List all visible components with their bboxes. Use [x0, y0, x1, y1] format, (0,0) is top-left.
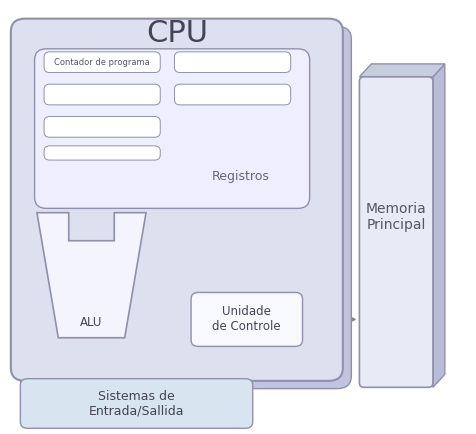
FancyBboxPatch shape — [44, 52, 160, 72]
Text: ALU: ALU — [80, 316, 102, 329]
Text: CPU: CPU — [146, 19, 208, 48]
FancyBboxPatch shape — [191, 293, 302, 346]
FancyBboxPatch shape — [174, 84, 290, 105]
FancyBboxPatch shape — [44, 84, 160, 105]
Text: Registros: Registros — [211, 170, 269, 183]
FancyBboxPatch shape — [359, 77, 432, 387]
FancyBboxPatch shape — [11, 19, 342, 381]
Polygon shape — [432, 64, 444, 387]
FancyBboxPatch shape — [44, 116, 160, 137]
FancyBboxPatch shape — [35, 49, 309, 208]
Text: Unidade
de Controle: Unidade de Controle — [212, 306, 280, 333]
Text: Memoria
Principal: Memoria Principal — [365, 202, 426, 232]
Text: Sistemas de
Entrada/Sallida: Sistemas de Entrada/Sallida — [89, 390, 184, 418]
FancyBboxPatch shape — [174, 52, 290, 72]
FancyBboxPatch shape — [20, 379, 252, 428]
Polygon shape — [359, 64, 444, 77]
Text: Contador de programa: Contador de programa — [54, 58, 150, 67]
FancyBboxPatch shape — [44, 146, 160, 160]
FancyBboxPatch shape — [20, 26, 351, 388]
Polygon shape — [37, 213, 146, 338]
